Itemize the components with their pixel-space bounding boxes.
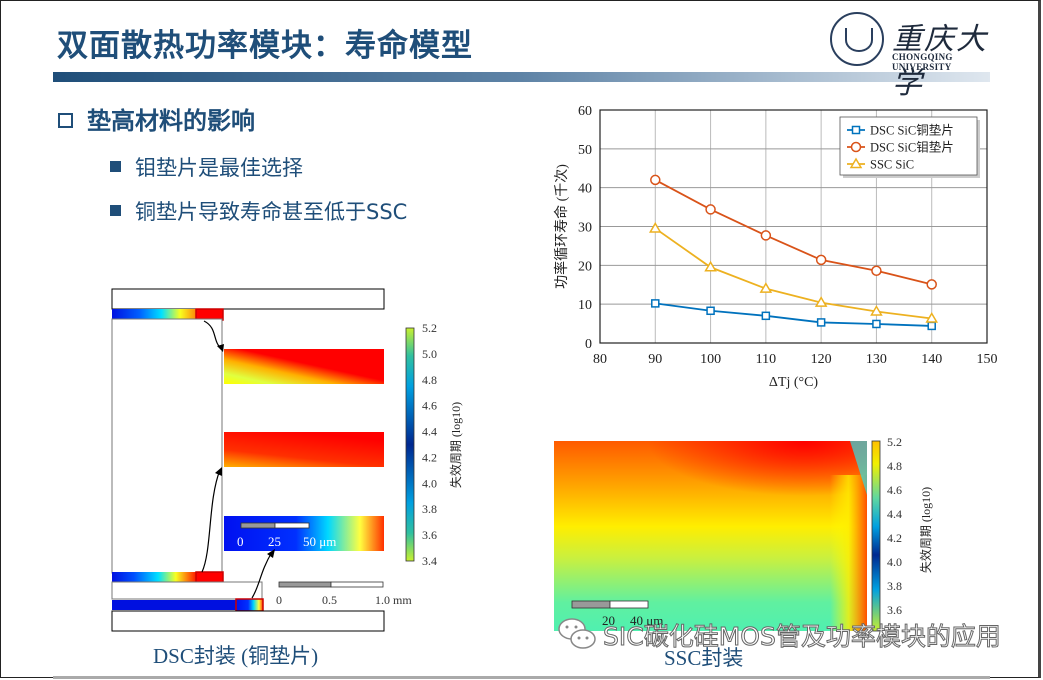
legend-entry: SSC SiC <box>870 158 914 172</box>
colorbar-tick: 4.2 <box>422 450 437 464</box>
x-tick-label: 120 <box>811 352 832 367</box>
x-tick-label: 140 <box>921 352 942 367</box>
colorbar-tick: 4.0 <box>422 476 437 490</box>
y-tick-label: 0 <box>585 337 592 352</box>
bullet-item: 铜垫片导致寿命甚至低于SSC <box>110 196 407 226</box>
colorbar-tick: 4.4 <box>422 425 437 439</box>
x-tick-label: 100 <box>700 352 721 367</box>
x-tick-label: 90 <box>648 352 662 367</box>
y-axis-label: 功率循环寿命 (千次) <box>553 164 570 289</box>
scale-label: 1.0 mm <box>375 593 412 607</box>
y-tick-label: 10 <box>578 298 592 313</box>
series-line <box>654 179 932 286</box>
chart-legend <box>839 116 978 176</box>
footer-rule <box>53 676 990 679</box>
series-line <box>655 302 932 327</box>
bullet-item: 钼垫片是最佳选择 <box>110 152 303 182</box>
y-tick-label: 50 <box>578 143 592 158</box>
legend-entry: DSC SiC铜垫片 <box>870 123 954 138</box>
y-tick-label: 20 <box>578 259 592 274</box>
scale-label: 50 μm <box>303 534 336 549</box>
ssc-caption: SSC封装 <box>664 646 744 670</box>
scale-label: 0 <box>237 534 244 549</box>
series-line <box>654 227 932 320</box>
bullet-text: 铜垫片导致寿命甚至低于SSC <box>135 200 408 224</box>
x-tick-label: 110 <box>756 352 776 367</box>
wechat-icon <box>558 618 596 649</box>
ssc-package-figure: 20 40 μm 5.2 4.8 4.6 4.4 4.2 4.0 3.8 3.6 失效周期 (… <box>554 435 933 632</box>
filled-square-bullet-icon <box>110 205 121 216</box>
colorbar-tick: 4.8 <box>887 459 902 473</box>
colorbar-label: 失效周期 (log10) <box>448 402 463 488</box>
colorbar-tick: 4.0 <box>887 555 902 569</box>
colorbar-tick: 5.0 <box>422 347 437 361</box>
colorbar-tick: 4.6 <box>422 399 437 413</box>
scale-label: 0 <box>276 593 282 607</box>
title-underline <box>53 72 990 82</box>
legend-entry: DSC SiC钼垫片 <box>870 140 954 155</box>
x-tick-label: 80 <box>593 352 607 367</box>
colorbar-tick: 3.8 <box>422 502 437 516</box>
section-heading: 垫高材料的影响 <box>58 101 255 136</box>
scale-label: 20 <box>602 613 615 628</box>
colorbar-tick: 5.2 <box>422 321 437 335</box>
slide-title: 双面散热功率模块：寿命模型 <box>57 28 473 64</box>
x-tick-label: 130 <box>866 352 887 367</box>
colorbar-tick: 3.4 <box>422 554 437 568</box>
watermark-text: SIC碳化硅MOS管及功率模块的应用 <box>603 622 1002 652</box>
colorbar-tick: 4.6 <box>887 483 902 497</box>
dsc-package-figure: 0 25 50 μm 0 0.5 1.0 mm 5.2 5.0 4.8 4.6 4.4 4… <box>111 288 463 632</box>
scale-label: 25 <box>268 534 281 549</box>
colorbar-tick: 4.4 <box>887 507 902 521</box>
x-axis-label: ΔTj (°C) <box>769 375 819 390</box>
colorbar-tick: 3.8 <box>887 579 902 593</box>
colorbar-tick: 4.8 <box>422 373 437 387</box>
dsc-caption: DSC封装 (铜垫片) <box>153 644 319 668</box>
scale-label: 0.5 <box>322 593 337 607</box>
filled-square-bullet-icon <box>110 161 121 172</box>
colorbar-tick: 3.6 <box>887 603 902 617</box>
y-tick-label: 40 <box>578 182 592 197</box>
university-seal-icon <box>830 12 884 66</box>
logo-chinese-name: 重庆大学 <box>892 22 988 101</box>
colorbar-tick: 4.2 <box>887 531 902 545</box>
colorbar-tick: 3.6 <box>422 528 437 542</box>
colorbar-label: 失效周期 (log10) <box>918 487 933 573</box>
hollow-square-bullet-icon <box>58 113 73 128</box>
y-tick-label: 30 <box>578 221 592 236</box>
section-heading-text: 垫高材料的影响 <box>87 107 255 135</box>
university-logo: 重庆大学 CHONGQING UNIVERSITY <box>830 12 1000 101</box>
colorbar-tick: 5.2 <box>887 435 902 449</box>
x-tick-label: 150 <box>977 352 998 367</box>
lifetime-line-chart: 80 90 100 110 120 130 140 150 0 10 20 30 40 50 60 ΔTj (… <box>553 104 998 390</box>
logo-english-name: CHONGQING UNIVERSITY <box>892 52 953 72</box>
y-tick-label: 60 <box>578 104 592 119</box>
bullet-text: 钼垫片是最佳选择 <box>135 156 303 180</box>
scale-label: 40 μm <box>630 613 663 628</box>
